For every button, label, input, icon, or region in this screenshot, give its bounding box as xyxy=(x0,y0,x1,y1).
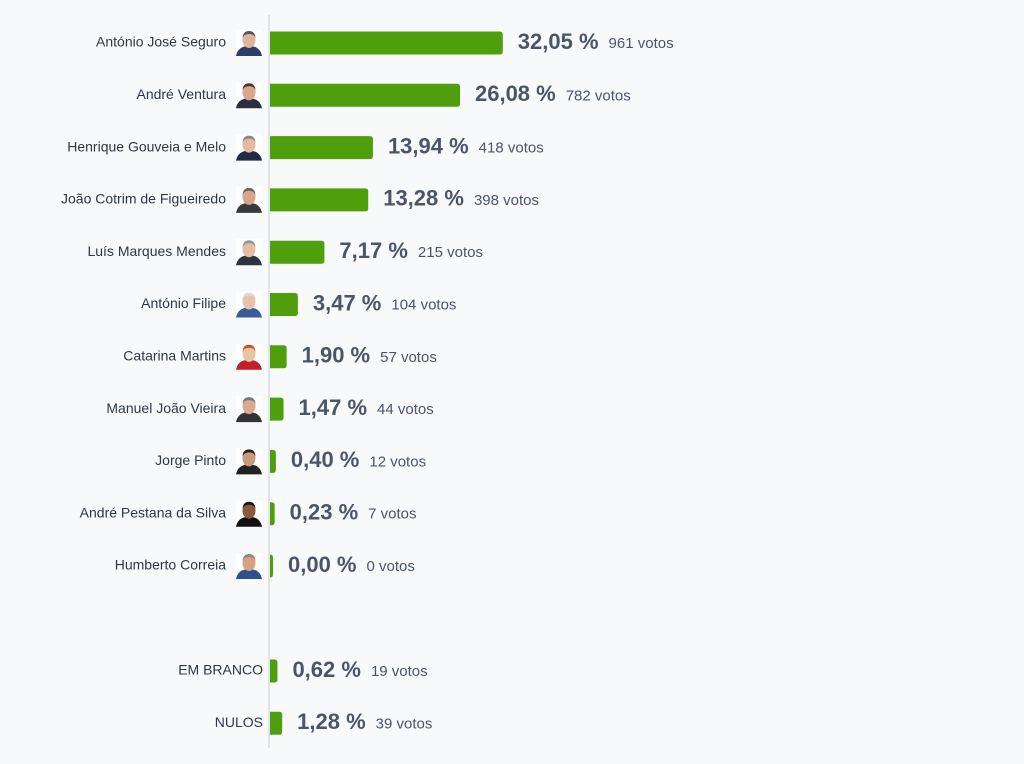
photo-hair xyxy=(242,187,256,195)
photo-body xyxy=(236,516,262,527)
photo-body xyxy=(236,359,262,370)
photo-face xyxy=(242,188,256,205)
value-label: 13,28 % xyxy=(383,186,464,211)
category-label: João Cotrim de Figueiredo xyxy=(61,191,226,207)
vote-label: 7 votos xyxy=(368,506,416,523)
candidate-photo xyxy=(236,82,262,109)
photo-body xyxy=(236,255,262,266)
vote-label: 44 votos xyxy=(377,401,434,418)
candidate-photo xyxy=(236,343,262,370)
photo-hair xyxy=(242,31,256,38)
value-label: 0,00 % xyxy=(288,552,357,577)
photo-body xyxy=(236,98,262,109)
bar xyxy=(270,83,460,107)
value-label: 0,62 % xyxy=(292,657,361,682)
candidate-photo xyxy=(236,30,262,56)
photo-face xyxy=(242,502,256,519)
value-label: 3,47 % xyxy=(313,290,382,315)
bar xyxy=(270,31,503,55)
photo-hair xyxy=(242,83,256,91)
photo-body xyxy=(236,307,262,318)
category-label: Catarina Martins xyxy=(123,348,226,364)
bar xyxy=(270,711,283,735)
category-label: André Pestana da Silva xyxy=(80,504,227,520)
bar xyxy=(270,345,287,369)
vote-label: 418 votos xyxy=(479,140,544,157)
category-label: Humberto Correia xyxy=(115,557,226,573)
bar xyxy=(270,240,325,264)
photo-face xyxy=(242,241,256,258)
photo-body xyxy=(236,202,262,213)
candidate-photo xyxy=(236,291,262,318)
bar xyxy=(270,502,275,526)
photo-hair xyxy=(242,449,256,457)
bar xyxy=(270,397,284,421)
category-label: NULOS xyxy=(215,714,263,730)
value-label: 1,90 % xyxy=(302,343,371,368)
photo-hair xyxy=(242,135,256,143)
category-label: EM BRANCO xyxy=(178,662,263,678)
category-label: Manuel João Vieira xyxy=(106,400,226,416)
value-label: 0,23 % xyxy=(290,500,359,525)
candidate-photo xyxy=(236,553,262,579)
photo-hair xyxy=(242,554,256,561)
vote-label: 215 votos xyxy=(418,244,483,261)
photo-hair xyxy=(242,292,256,300)
vote-label: 39 votos xyxy=(376,715,433,732)
bar xyxy=(270,188,369,212)
vote-label: 961 votos xyxy=(609,35,674,52)
category-label: Luís Marques Mendes xyxy=(87,243,226,259)
category-label: Jorge Pinto xyxy=(155,452,226,468)
photo-face xyxy=(242,84,256,101)
bar xyxy=(270,659,278,683)
photo-face xyxy=(242,398,256,415)
photo-face xyxy=(242,136,256,153)
vote-label: 57 votos xyxy=(380,349,437,366)
bar xyxy=(270,136,373,160)
photo-body xyxy=(236,569,262,579)
photo-hair xyxy=(242,501,256,509)
vote-label: 0 votos xyxy=(367,558,415,575)
photo-body xyxy=(236,150,262,161)
value-label: 32,05 % xyxy=(518,29,599,54)
vote-label: 398 votos xyxy=(474,192,539,209)
candidate-photo xyxy=(236,500,262,527)
value-label: 1,47 % xyxy=(299,395,368,420)
photo-face xyxy=(242,345,256,362)
vote-label: 104 votos xyxy=(391,296,456,313)
photo-hair xyxy=(242,344,256,352)
value-label: 7,17 % xyxy=(339,238,408,263)
photo-hair xyxy=(242,397,256,405)
photo-face xyxy=(242,555,256,571)
value-label: 0,40 % xyxy=(291,447,360,472)
vote-label: 12 votos xyxy=(369,453,426,470)
category-label: António José Seguro xyxy=(96,34,226,50)
photo-body xyxy=(236,46,262,56)
category-label: Henrique Gouveia e Melo xyxy=(67,138,226,154)
candidate-photo xyxy=(236,134,262,161)
candidate-photo xyxy=(236,396,262,423)
category-label: António Filipe xyxy=(141,295,226,311)
candidate-photo xyxy=(236,448,262,475)
photo-face xyxy=(242,293,256,310)
bar xyxy=(270,293,298,316)
photo-face xyxy=(242,32,256,48)
bar xyxy=(270,554,273,578)
photo-body xyxy=(236,412,262,423)
value-label: 13,94 % xyxy=(388,133,469,158)
photo-body xyxy=(236,464,262,475)
candidate-photo xyxy=(236,239,262,266)
value-label: 1,28 % xyxy=(297,709,366,734)
vote-label: 782 votos xyxy=(566,87,631,104)
bar xyxy=(270,449,276,473)
category-label: André Ventura xyxy=(136,86,226,102)
photo-face xyxy=(242,450,256,467)
candidate-photo xyxy=(236,186,262,213)
vote-label: 19 votos xyxy=(371,663,428,680)
value-label: 26,08 % xyxy=(475,81,556,106)
photo-hair xyxy=(242,240,256,248)
